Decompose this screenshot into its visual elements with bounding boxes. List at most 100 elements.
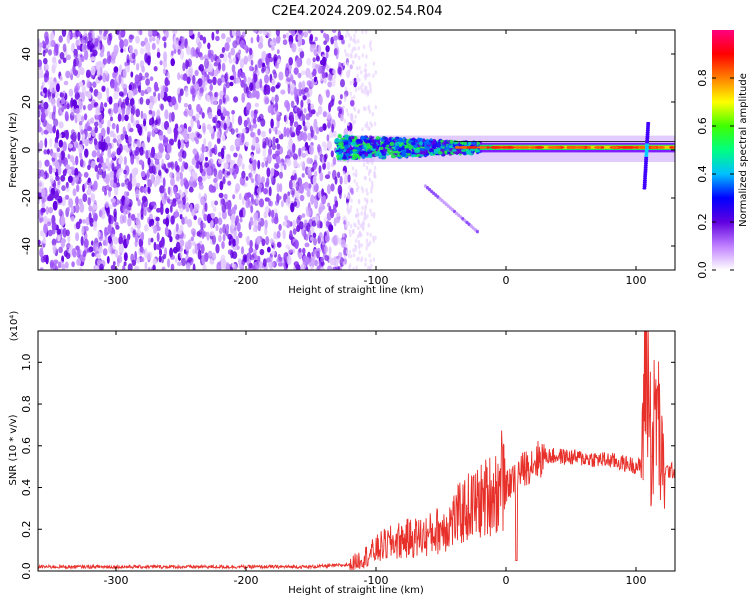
spectrogram-noise-cell (355, 78, 359, 83)
snr-y-tick-label: 0.4 (20, 479, 33, 497)
spectrogram-noise-cell (38, 109, 41, 118)
spectrogram-noise-cell (40, 207, 46, 213)
spectrogram-noise-cell (290, 75, 294, 83)
spectrogram-noise-cell (93, 220, 98, 228)
spectrogram-noise-cell (62, 43, 67, 53)
spectrogram-noise-cell (242, 207, 246, 218)
spectrogram-noise-cell (98, 114, 103, 121)
spectrogram-noise-cell (69, 155, 75, 163)
spectrogram-noise-cell (116, 123, 119, 134)
spectrogram-noise-cell (53, 118, 59, 127)
spike-cell (645, 141, 650, 144)
spectrogram-noise-cell (64, 111, 69, 122)
spectrogram-noise-cell (201, 228, 205, 240)
spectrogram-noise-cell (83, 171, 89, 178)
snr-y-ticks: 0.00.20.40.60.81.0 (20, 354, 675, 580)
spectrogram-noise-cell (289, 41, 292, 46)
spectrogram-noise-cell (80, 129, 84, 135)
spectrogram-noise-cell (110, 78, 115, 88)
spectrogram-noise-cell (278, 223, 282, 231)
spectrogram-noise-cell (38, 160, 42, 169)
spectrogram-noise-cell (332, 235, 338, 246)
signal-cell (465, 149, 472, 155)
spectrogram-noise-cell (296, 264, 301, 270)
spectrogram-noise-cell (164, 109, 169, 120)
spectrogram-noise-cell (257, 221, 262, 232)
spectrogram-noise-cell (327, 202, 331, 208)
spectrogram-noise-cell (60, 97, 66, 105)
snr-x-ticks: -300 -200 -100 0 100 (104, 331, 647, 587)
spectrogram-noise-cell (345, 224, 348, 229)
spectrogram-noise-cell (79, 67, 83, 75)
spectrogram-noise-cell (362, 162, 366, 167)
spectrogram-noise-cell (279, 183, 283, 193)
spectrogram-noise-cell (45, 206, 49, 215)
spectrogram-noise-cell (67, 234, 71, 244)
spectrogram-noise-cell (59, 52, 65, 60)
spectrogram-noise-cell (61, 263, 66, 270)
spectrogram-noise-cell (326, 212, 332, 221)
spectrogram-noise-cell (196, 243, 201, 251)
spectrogram-noise-cell (173, 186, 177, 195)
spectrogram-noise-cell (353, 33, 356, 38)
spectrogram-noise-cell (152, 264, 156, 270)
spectrogram-noise-cell (207, 111, 213, 120)
spectrogram-noise-cell (58, 59, 62, 65)
spectrogram-noise-cell (68, 88, 74, 97)
spectrogram-noise-cell (314, 64, 320, 69)
spectrogram-noise-cell (43, 149, 48, 155)
spectrogram-noise-cell (114, 249, 119, 258)
spike-cell (644, 152, 649, 155)
signal-peak (454, 146, 461, 149)
spectrogram-noise-cell (151, 110, 156, 118)
signal-peak (457, 146, 469, 149)
spectrogram-noise-cell (324, 174, 331, 179)
spectrogram-noise-cell (135, 35, 140, 44)
spectrogram-noise-cell (73, 48, 78, 56)
spectrogram-noise-cell (43, 87, 48, 94)
spectrogram-noise-cell (104, 226, 108, 237)
spectrogram-noise-cell (162, 59, 168, 69)
spectrogram-noise-cell (177, 151, 183, 158)
spectrogram-noise-cell (131, 259, 137, 266)
snr-x-tick-label: -200 (234, 574, 259, 587)
spectrogram-noise-cell (217, 78, 222, 86)
spectrogram-noise-cell (227, 249, 233, 255)
spectrogram-noise-cell (182, 62, 186, 72)
spectrogram-noise-cell (45, 254, 49, 265)
spectrogram-noise-cell (145, 78, 151, 86)
snr-data-point (492, 491, 494, 493)
spectrogram-noise-cell (304, 242, 310, 248)
spectrogram-noise-cell (124, 134, 129, 140)
spectrogram-noise-cell (315, 111, 320, 117)
signal-cell (335, 149, 341, 153)
spectrogram-noise-cell (134, 74, 140, 85)
spectrogram-noise-cell (239, 176, 244, 186)
spectrogram-noise-cell (334, 176, 338, 185)
spectrogram-noise-cell (327, 265, 333, 270)
spectrogram-noise-cell (55, 175, 60, 181)
spectrogram-noise-cell (299, 110, 304, 117)
spectrogram-noise-cell (98, 209, 103, 218)
spectrogram-noise-cell (69, 99, 73, 109)
spectrogram-noise-cell (349, 80, 352, 86)
spectrogram-y-tick-label: 0 (20, 147, 33, 154)
spectrogram-noise-cell (193, 215, 197, 221)
spectrogram-noise-cell (87, 103, 93, 111)
spectrogram-noise-cell (372, 214, 376, 219)
spectrogram-noise-cell (38, 59, 42, 67)
spectrogram-noise-cell (170, 177, 175, 186)
spectrogram-noise-cell (53, 259, 59, 264)
signal-cell (429, 152, 434, 156)
spectrogram-noise-cell (278, 146, 284, 155)
spectrogram-noise-cell (221, 47, 226, 53)
spectrogram-noise-cell (248, 262, 253, 269)
spectrogram-image (38, 30, 675, 270)
spectrogram-noise-cell (186, 76, 191, 85)
spectrogram-noise-cell (237, 115, 243, 126)
spectrogram-noise-cell (113, 102, 119, 109)
signal-peak (536, 146, 545, 149)
spectrogram-noise-cell (170, 263, 175, 270)
spectrogram-noise-cell (39, 140, 44, 149)
